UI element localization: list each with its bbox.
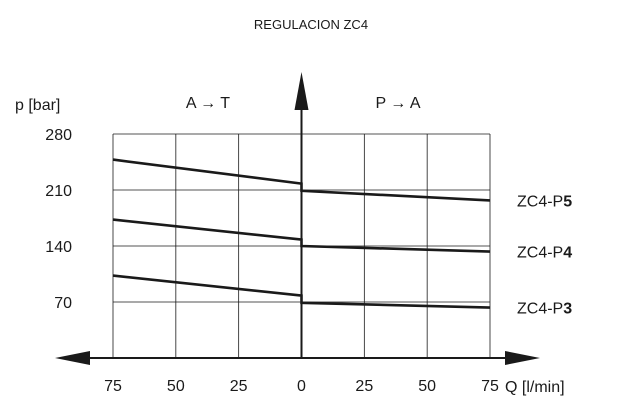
y-axis-arrow-up [294,72,309,110]
x-tick-label-1: 50 [167,378,185,395]
region-label-p-to-a: P → A [375,95,420,112]
y-tick-label-280: 280 [45,127,72,144]
x-axis-arrow-left [55,351,90,365]
x-tick-label-0: 75 [104,378,122,395]
x-tick-label-3: 0 [297,378,306,395]
series-label-zc4-p4: ZC4-P4 [517,245,572,262]
x-axis-label: Q [l/min] [505,379,565,396]
series-label-prefix: ZC4-P [517,301,563,318]
x-tick-label-5: 50 [418,378,436,395]
series-label-number: 3 [563,301,572,318]
chart-title: REGULACION ZC4 [254,17,368,32]
series-label-number: 5 [563,193,572,210]
x-tick-label-6: 75 [481,378,499,395]
series-label-zc4-p3: ZC4-P3 [517,301,572,318]
y-tick-label-210: 210 [45,183,72,200]
y-tick-labels: 70 140 210 280 [45,127,72,312]
x-tick-label-4: 25 [355,378,373,395]
series-label-prefix: ZC4-P [517,193,563,210]
series-line-zc4-p4 [112,218,491,253]
y-tick-label-70: 70 [54,295,72,312]
x-tick-labels: 75 50 25 0 25 50 75 [104,378,499,395]
y-tick-label-140: 140 [45,239,72,256]
x-tick-label-2: 25 [230,378,248,395]
x-axis-arrow-right [505,351,540,365]
series-label-zc4-p5: ZC4-P5 [517,193,572,210]
region-label-a-to-t: A → T [186,95,230,112]
series-label-number: 4 [563,245,572,262]
y-axis-label: p [bar] [15,97,60,114]
axes [55,72,540,365]
series-group [112,158,491,309]
series-line-zc4-p3 [112,274,491,309]
series-label-prefix: ZC4-P [517,245,563,262]
series-line-zc4-p5 [112,158,491,202]
